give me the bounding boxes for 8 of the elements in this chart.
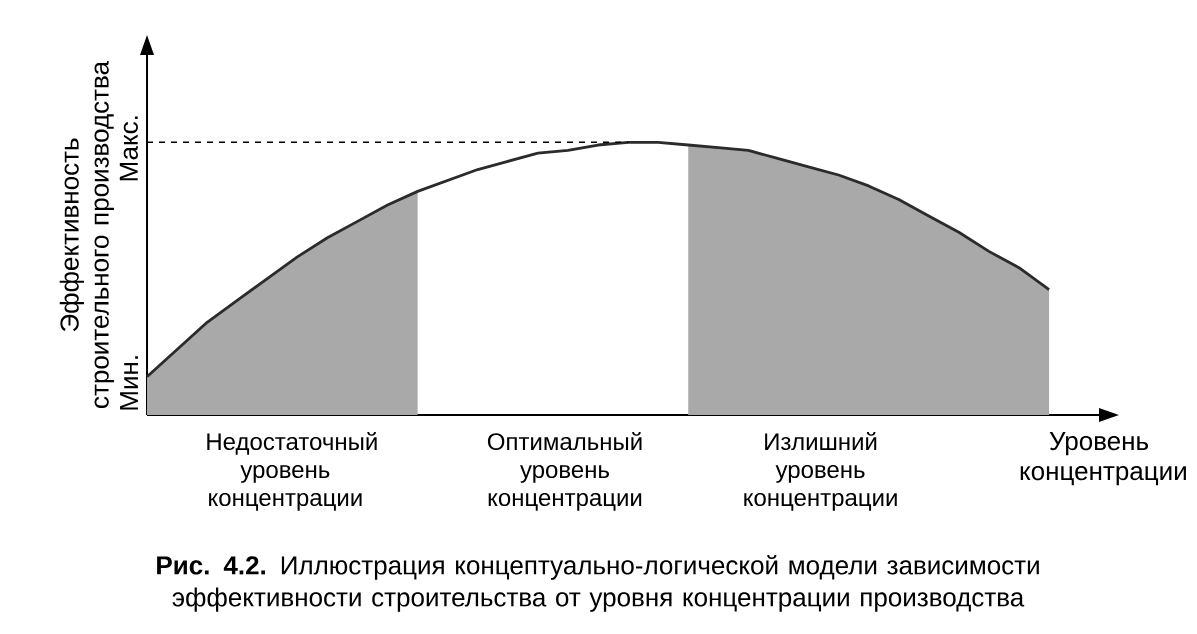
text: Рис. 4.2. Иллюстрация концептуально-логической модели зависимости эффективности строительства от уровня концентрации производства	[157, 555, 1039, 612]
annotation: Макс.	[119, 116, 138, 181]
annotation: Мин.	[120, 356, 138, 410]
text: Недостаточный уровень концентрации	[207, 432, 377, 511]
text: Оптимальный уровень концентрации	[487, 432, 642, 511]
text: Излишний уровень концентрации	[744, 432, 897, 511]
y-axis-title: Эффективность строительного производства	[59, 61, 114, 408]
x-axis-title: Уровень концентрации	[1020, 432, 1186, 486]
